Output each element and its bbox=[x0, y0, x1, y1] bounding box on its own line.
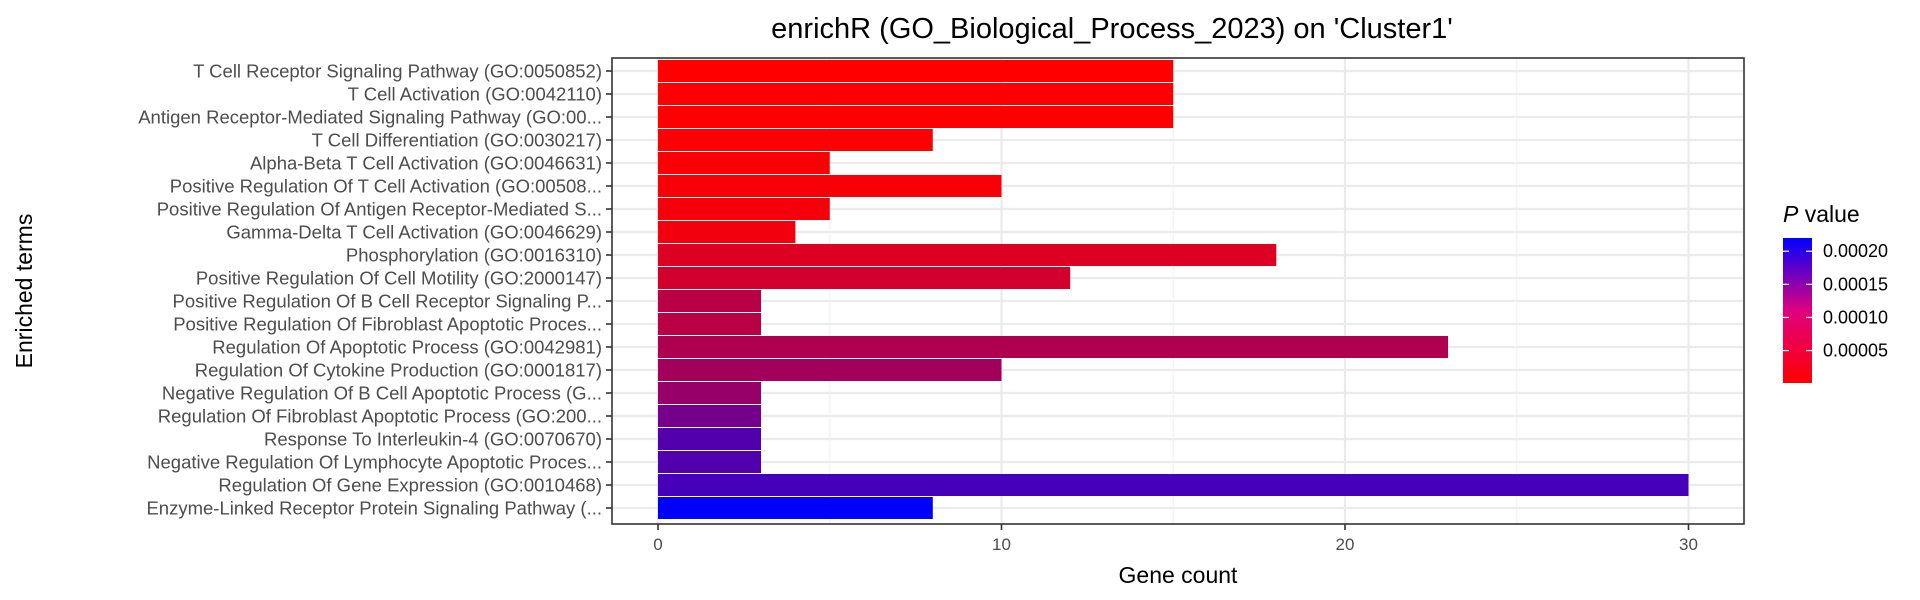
bar bbox=[658, 267, 1071, 289]
y-tick-label: Regulation Of Cytokine Production (GO:00… bbox=[195, 360, 602, 381]
y-tick-label: Regulation Of Gene Expression (GO:001046… bbox=[218, 475, 602, 496]
bars bbox=[658, 60, 1689, 519]
legend-tick-label: 0.00020 bbox=[1823, 241, 1888, 261]
bar bbox=[658, 129, 933, 151]
y-tick-label: T Cell Differentiation (GO:0030217) bbox=[312, 130, 602, 151]
bar bbox=[658, 497, 933, 519]
y-tick-label: Alpha-Beta T Cell Activation (GO:0046631… bbox=[250, 153, 602, 174]
bar bbox=[658, 290, 762, 312]
legend: P value 0.00005 0.00010 0.00015 0.00020 bbox=[1783, 201, 1888, 383]
bar bbox=[658, 175, 1002, 197]
x-tick-label: 30 bbox=[1679, 535, 1698, 554]
bar bbox=[658, 336, 1449, 358]
y-tick-label: Positive Regulation Of Cell Motility (GO… bbox=[196, 268, 602, 289]
bar bbox=[658, 106, 1174, 128]
y-tick-label: Negative Regulation Of Lymphocyte Apopto… bbox=[147, 452, 602, 473]
y-tick-label: Positive Regulation Of Antigen Receptor-… bbox=[157, 199, 602, 220]
bar bbox=[658, 83, 1174, 105]
y-axis: T Cell Receptor Signaling Pathway (GO:00… bbox=[138, 61, 612, 519]
bar bbox=[658, 405, 762, 427]
y-tick-label: Gamma-Delta T Cell Activation (GO:004662… bbox=[226, 222, 602, 243]
bar bbox=[658, 152, 830, 174]
y-tick-label: Negative Regulation Of B Cell Apoptotic … bbox=[162, 383, 602, 404]
x-axis-title: Gene count bbox=[1119, 562, 1239, 588]
bar bbox=[658, 428, 762, 450]
y-tick-label: Positive Regulation Of T Cell Activation… bbox=[170, 176, 602, 197]
bar bbox=[658, 474, 1689, 496]
bar bbox=[658, 198, 830, 220]
legend-title: P value bbox=[1783, 201, 1860, 227]
legend-title-italic: P bbox=[1783, 201, 1799, 227]
y-axis-title: Enriched terms bbox=[11, 214, 37, 369]
bar bbox=[658, 359, 1002, 381]
y-tick-label: T Cell Receptor Signaling Pathway (GO:00… bbox=[193, 61, 602, 82]
legend-colorbar bbox=[1783, 238, 1812, 383]
legend-ticks: 0.00005 0.00010 0.00015 0.00020 bbox=[1783, 241, 1888, 361]
legend-title-rest: value bbox=[1798, 201, 1859, 227]
bar bbox=[658, 382, 762, 404]
y-tick-label: Positive Regulation Of Fibroblast Apopto… bbox=[173, 314, 602, 335]
y-tick-label: Positive Regulation Of B Cell Receptor S… bbox=[172, 291, 602, 312]
chart-title: enrichR (GO_Biological_Process_2023) on … bbox=[771, 13, 1453, 45]
bar bbox=[658, 451, 762, 473]
legend-tick-label: 0.00010 bbox=[1823, 307, 1888, 327]
y-tick-label: Regulation Of Fibroblast Apoptotic Proce… bbox=[158, 406, 602, 427]
y-tick-label: T Cell Activation (GO:0042110) bbox=[348, 84, 602, 105]
bar bbox=[658, 313, 762, 335]
y-tick-label: Enzyme-Linked Receptor Protein Signaling… bbox=[146, 498, 602, 519]
plot-panel-border bbox=[611, 57, 1745, 525]
x-tick-label: 10 bbox=[992, 535, 1011, 554]
y-tick-label: Response To Interleukin-4 (GO:0070670) bbox=[264, 429, 602, 450]
bar bbox=[658, 60, 1174, 82]
x-tick-label: 20 bbox=[1336, 535, 1355, 554]
y-tick-label: Regulation Of Apoptotic Process (GO:0042… bbox=[212, 337, 602, 358]
y-tick-label: Antigen Receptor-Mediated Signaling Path… bbox=[138, 107, 602, 128]
bar bbox=[658, 221, 796, 243]
x-tick-label: 0 bbox=[653, 535, 662, 554]
legend-tick-label: 0.00005 bbox=[1823, 341, 1888, 361]
y-tick-label: Phosphorylation (GO:0016310) bbox=[346, 245, 602, 266]
legend-tick-label: 0.00015 bbox=[1823, 274, 1888, 294]
bar bbox=[658, 244, 1277, 266]
x-axis: 0 10 20 30 bbox=[653, 524, 1698, 554]
